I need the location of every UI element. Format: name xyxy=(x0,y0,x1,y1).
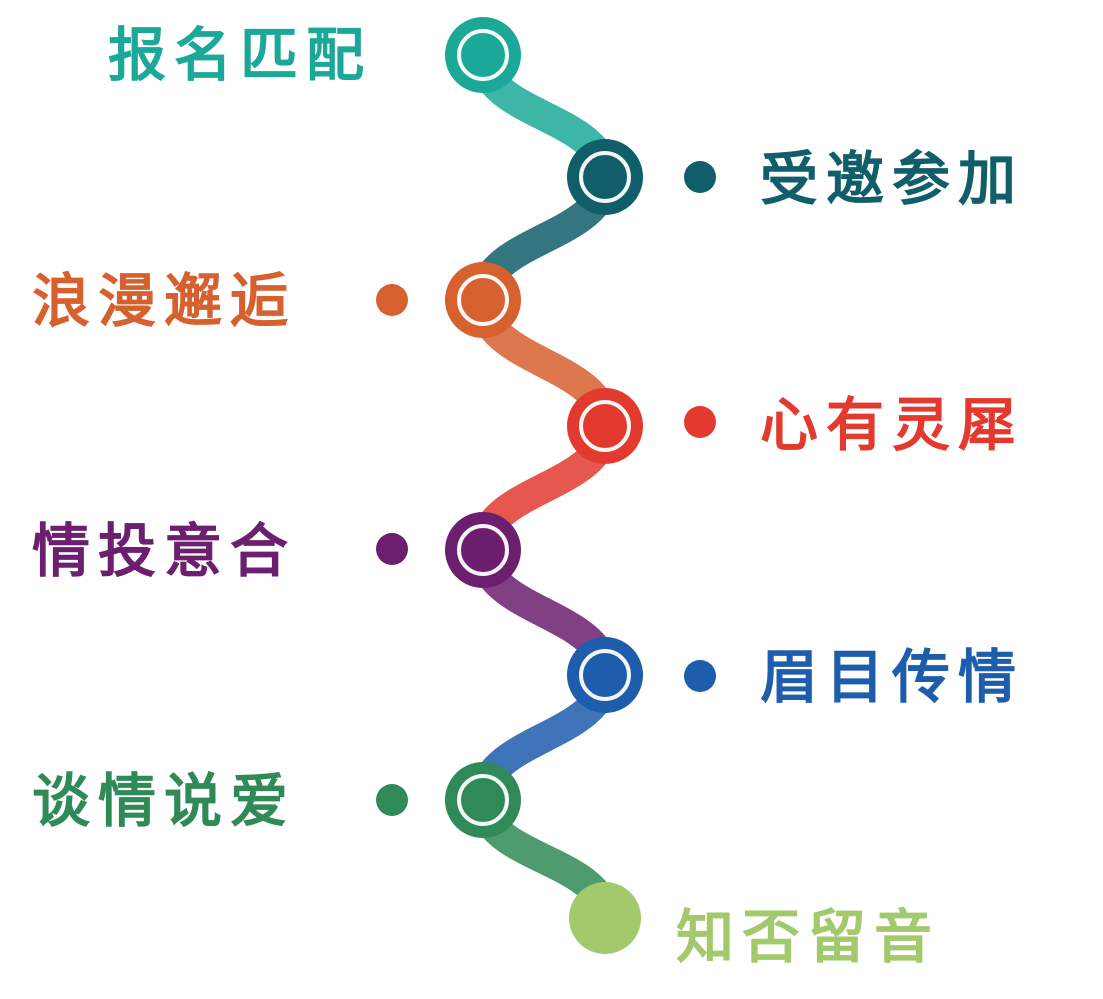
step-label-7: 谈情说爱 xyxy=(32,767,297,835)
node-core-3 xyxy=(465,282,501,318)
node-core-7 xyxy=(465,782,501,818)
marker-dot-4 xyxy=(684,406,716,438)
marker-dot-7 xyxy=(376,784,408,816)
step-label-8: 知否留音 xyxy=(676,903,941,971)
step-label-3: 浪漫邂逅 xyxy=(32,267,297,335)
node-core-5 xyxy=(465,532,501,568)
step-label-2: 受邀参加 xyxy=(760,145,1025,213)
marker-dot-2 xyxy=(684,161,716,193)
node-end-8 xyxy=(569,882,641,954)
node-core-6 xyxy=(587,657,623,693)
timeline-nodes xyxy=(376,17,716,954)
marker-dot-5 xyxy=(376,533,408,565)
node-core-2 xyxy=(587,159,623,195)
marker-dot-3 xyxy=(376,284,408,316)
marker-dot-6 xyxy=(684,660,716,692)
step-label-1: 报名匹配 xyxy=(108,21,373,89)
step-label-4: 心有灵犀 xyxy=(760,391,1025,459)
step-label-6: 眉目传情 xyxy=(760,643,1025,711)
node-core-4 xyxy=(587,408,623,444)
step-label-5: 情投意合 xyxy=(32,517,297,585)
node-core-1 xyxy=(465,37,501,73)
